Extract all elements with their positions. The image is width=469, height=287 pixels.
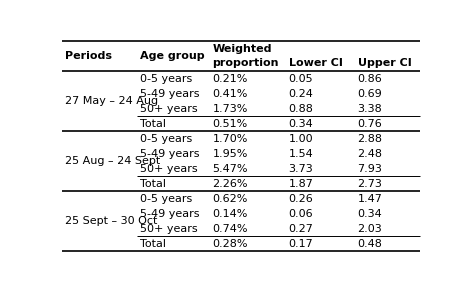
Text: 3.73: 3.73 (288, 164, 313, 174)
Text: Total: Total (140, 119, 166, 129)
Text: 0.24: 0.24 (288, 89, 313, 98)
Text: 0.27: 0.27 (288, 224, 313, 234)
Text: Upper CI: Upper CI (357, 58, 411, 68)
Text: 1.54: 1.54 (288, 149, 313, 158)
Text: 2.26%: 2.26% (212, 179, 248, 189)
Text: 0-5 years: 0-5 years (140, 133, 192, 144)
Text: 3.38: 3.38 (357, 104, 382, 114)
Text: proportion: proportion (212, 58, 279, 68)
Text: 5.47%: 5.47% (212, 164, 248, 174)
Text: 5-49 years: 5-49 years (140, 209, 199, 218)
Text: 0.17: 0.17 (288, 238, 313, 249)
Text: 0.74%: 0.74% (212, 224, 248, 234)
Text: 25 Sept – 30 Oct: 25 Sept – 30 Oct (65, 216, 158, 226)
Text: Age group: Age group (140, 51, 204, 61)
Text: 1.47: 1.47 (357, 193, 382, 203)
Text: 2.73: 2.73 (357, 179, 382, 189)
Text: 0.06: 0.06 (288, 209, 313, 218)
Text: 2.88: 2.88 (357, 133, 383, 144)
Text: Weighted: Weighted (212, 44, 272, 54)
Text: 0.34: 0.34 (288, 119, 313, 129)
Text: 1.73%: 1.73% (212, 104, 248, 114)
Text: 0.41%: 0.41% (212, 89, 248, 98)
Text: 27 May – 24 Aug: 27 May – 24 Aug (65, 96, 159, 106)
Text: 7.93: 7.93 (357, 164, 382, 174)
Text: 1.70%: 1.70% (212, 133, 248, 144)
Text: 5-49 years: 5-49 years (140, 89, 199, 98)
Text: 50+ years: 50+ years (140, 104, 197, 114)
Text: Periods: Periods (65, 51, 112, 61)
Text: 2.48: 2.48 (357, 149, 383, 158)
Text: 0.86: 0.86 (357, 73, 382, 84)
Text: 0.76: 0.76 (357, 119, 382, 129)
Text: Total: Total (140, 238, 166, 249)
Text: 0.88: 0.88 (288, 104, 313, 114)
Text: 0.21%: 0.21% (212, 73, 248, 84)
Text: 0.34: 0.34 (357, 209, 382, 218)
Text: 0.48: 0.48 (357, 238, 382, 249)
Text: 0-5 years: 0-5 years (140, 73, 192, 84)
Text: 0.28%: 0.28% (212, 238, 248, 249)
Text: 25 Aug – 24 Sept: 25 Aug – 24 Sept (65, 156, 160, 166)
Text: 0.05: 0.05 (288, 73, 313, 84)
Text: 0-5 years: 0-5 years (140, 193, 192, 203)
Text: Total: Total (140, 179, 166, 189)
Text: 0.26: 0.26 (288, 193, 313, 203)
Text: 0.51%: 0.51% (212, 119, 248, 129)
Text: 1.87: 1.87 (288, 179, 313, 189)
Text: 50+ years: 50+ years (140, 224, 197, 234)
Text: 2.03: 2.03 (357, 224, 382, 234)
Text: 0.69: 0.69 (357, 89, 382, 98)
Text: 0.14%: 0.14% (212, 209, 248, 218)
Text: 5-49 years: 5-49 years (140, 149, 199, 158)
Text: 0.62%: 0.62% (212, 193, 248, 203)
Text: Lower CI: Lower CI (288, 58, 342, 68)
Text: 1.00: 1.00 (288, 133, 313, 144)
Text: 1.95%: 1.95% (212, 149, 248, 158)
Text: 50+ years: 50+ years (140, 164, 197, 174)
